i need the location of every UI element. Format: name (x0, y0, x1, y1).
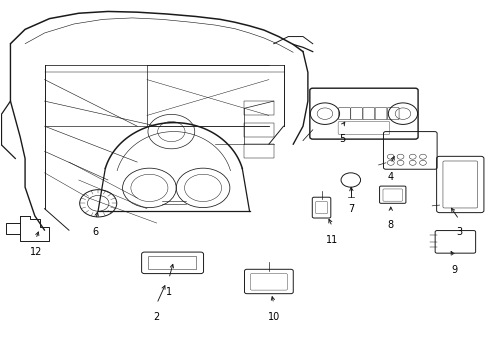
Text: 11: 11 (325, 234, 338, 244)
Text: 7: 7 (348, 204, 354, 214)
Text: 12: 12 (30, 247, 42, 257)
Text: 10: 10 (267, 312, 279, 321)
Text: 1: 1 (165, 287, 172, 297)
Text: 6: 6 (93, 227, 99, 237)
Text: 8: 8 (387, 220, 393, 230)
Text: 3: 3 (455, 227, 461, 237)
Text: 9: 9 (450, 265, 456, 275)
Text: 2: 2 (153, 312, 160, 321)
Text: 5: 5 (338, 134, 345, 144)
Text: 4: 4 (387, 172, 393, 182)
